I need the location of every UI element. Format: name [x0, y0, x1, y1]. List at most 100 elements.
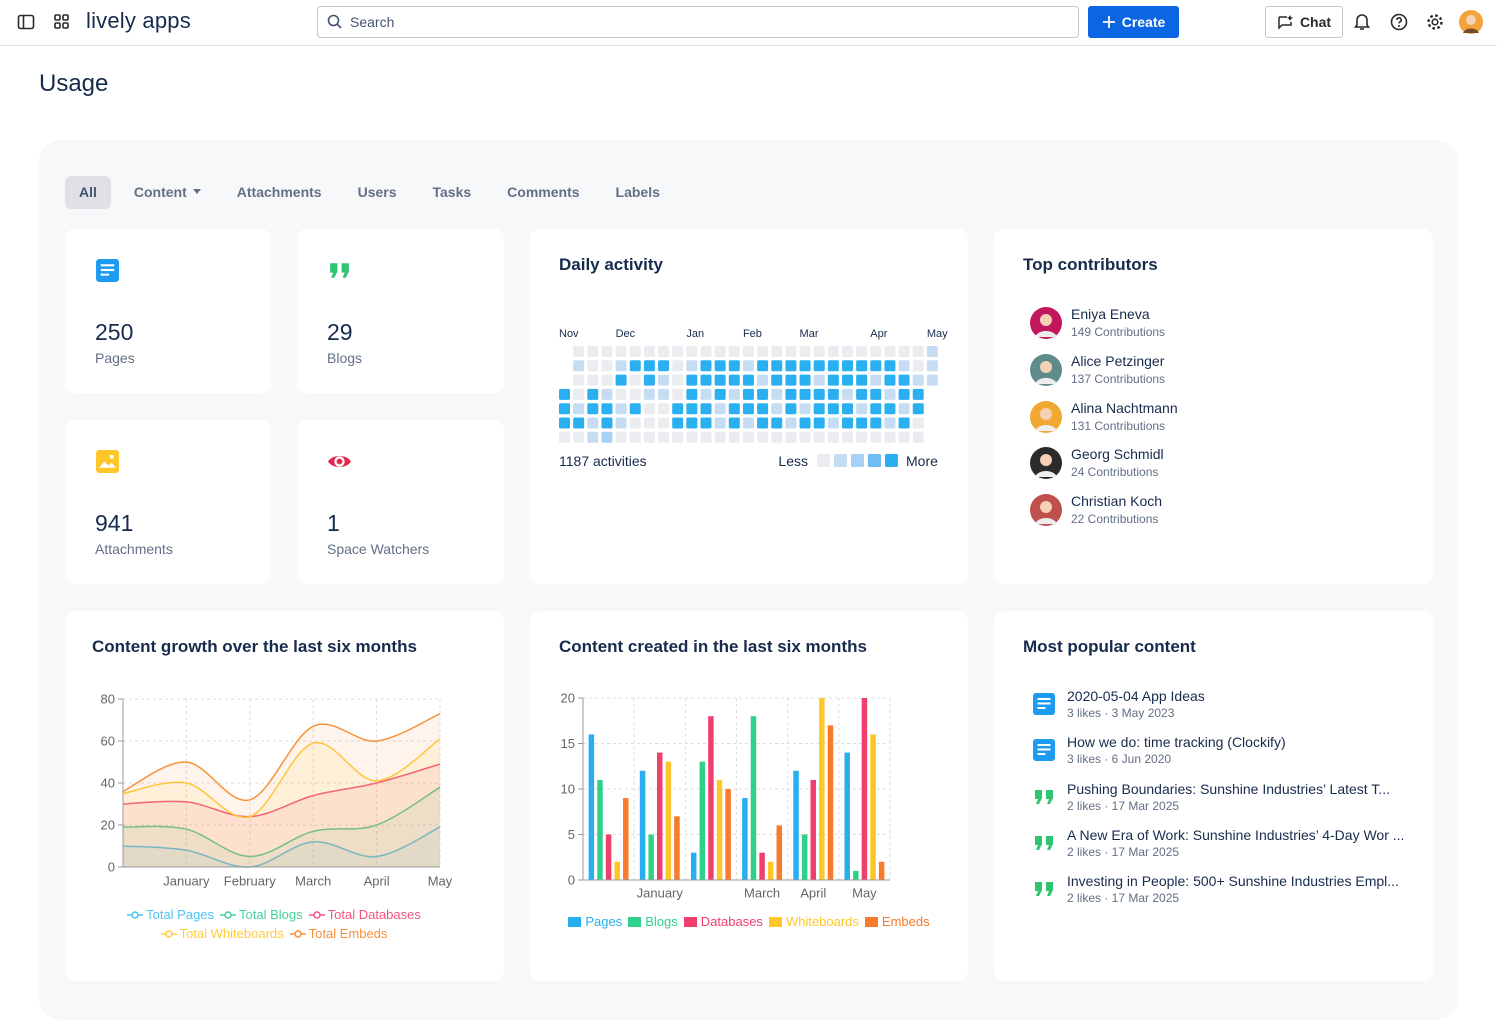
tab[interactable]: Comments — [507, 184, 580, 200]
area — [123, 713, 440, 867]
activity-cell — [813, 374, 825, 386]
legend-item[interactable]: Blogs — [628, 912, 678, 931]
popular-content-card: Most popular content 2020-05-04 App Idea… — [994, 611, 1433, 981]
activity-cell — [629, 417, 641, 429]
activity-cell — [700, 346, 712, 357]
tab[interactable]: Content — [116, 176, 219, 209]
content-title: How we do: time tracking (Clockify) — [1067, 734, 1286, 751]
activity-cell — [842, 403, 853, 415]
avatar — [1030, 447, 1062, 480]
activity-cell — [686, 360, 698, 372]
tab[interactable]: Labels — [615, 184, 660, 200]
legend-item[interactable]: Total Pages — [127, 905, 214, 924]
settings[interactable] — [1425, 12, 1445, 32]
app-switcher[interactable] — [53, 13, 71, 31]
bar — [623, 798, 629, 880]
legend-label: Pages — [585, 914, 623, 929]
content-meta: 2 likes · 17 Mar 2025 — [1067, 798, 1180, 813]
page-title: Usage — [39, 70, 109, 97]
activity-cell — [799, 346, 811, 357]
blog-icon — [1035, 882, 1053, 897]
icon-shape — [96, 450, 119, 473]
legend-less: Less — [778, 453, 808, 469]
notifications[interactable] — [1353, 12, 1371, 32]
x-tick-label: March — [295, 874, 331, 889]
bar — [690, 852, 697, 880]
activity-cell — [686, 346, 698, 357]
content-growth-card: Content growth over the last six months … — [65, 611, 504, 981]
legend-swatch — [817, 454, 830, 467]
blog-icon — [1035, 835, 1053, 850]
bar — [742, 798, 748, 880]
bar — [810, 779, 816, 880]
activity-cell — [785, 374, 797, 386]
activity-cell — [813, 417, 825, 429]
activity-cell — [799, 417, 811, 429]
legend-dot — [224, 910, 232, 919]
legend-item[interactable]: Whiteboards — [768, 912, 859, 931]
activity-cell — [757, 360, 769, 372]
month-label: Dec — [616, 328, 636, 340]
activity-cell — [601, 360, 613, 372]
activity-cell — [757, 346, 769, 357]
icon-shape — [1035, 835, 1053, 850]
activity-cell — [615, 403, 627, 415]
activity-cell — [827, 388, 839, 400]
legend-item[interactable]: Total Embeds — [289, 924, 387, 943]
activity-cell — [658, 388, 670, 400]
activity-cell — [615, 431, 627, 443]
user-avatar[interactable] — [1458, 9, 1484, 35]
legend-item[interactable]: Embeds — [864, 912, 930, 931]
activity-cell — [856, 346, 868, 357]
activity-cell — [714, 388, 726, 400]
tab[interactable]: Attachments — [236, 184, 322, 200]
bar — [853, 870, 859, 880]
create-button[interactable]: Create — [1088, 6, 1179, 38]
content-title: Pushing Boundaries: Sunshine Industries’… — [1067, 780, 1390, 797]
month-label: Jan — [686, 328, 704, 340]
activity-cell — [771, 360, 783, 372]
y-tick-label: 60 — [101, 734, 115, 749]
tab[interactable]: Tasks — [432, 184, 472, 200]
content-meta: 2 likes · 17 Mar 2025 — [1067, 891, 1180, 906]
avatar — [1030, 353, 1062, 386]
legend-item[interactable]: Total Blogs — [220, 905, 303, 924]
activity-cell — [813, 388, 825, 400]
chat-button[interactable]: Chat — [1265, 6, 1343, 38]
activity-cell — [926, 374, 938, 386]
legend-swatch — [683, 916, 697, 927]
bar — [614, 861, 620, 880]
bar — [725, 789, 731, 880]
activity-cell — [643, 403, 655, 415]
legend-item[interactable]: Databases — [683, 912, 763, 931]
month-label: Feb — [743, 328, 762, 340]
bar — [844, 752, 850, 880]
sidebar-toggle[interactable] — [17, 13, 35, 31]
activity-cell — [757, 403, 769, 415]
help[interactable] — [1389, 12, 1409, 32]
tab[interactable]: Users — [357, 184, 397, 200]
activity-cell — [559, 403, 570, 415]
legend-item[interactable]: Total Whiteboards — [160, 924, 284, 943]
activity-cell — [771, 417, 783, 429]
tab[interactable]: All — [65, 176, 111, 209]
legend-square — [628, 916, 642, 927]
legend-item[interactable]: Total Databases — [308, 905, 421, 924]
legend-item[interactable]: Pages — [568, 912, 622, 931]
activity-cell — [813, 346, 825, 357]
search-placeholder: Search — [350, 14, 395, 30]
activity-cell — [686, 417, 698, 429]
activity-cell — [615, 417, 627, 429]
activity-cell — [842, 346, 853, 357]
y-tick-label: 15 — [561, 736, 575, 751]
search-box[interactable]: Search — [317, 6, 1079, 38]
logo[interactable]: lively apps — [86, 8, 191, 33]
line-chart: 0 20 40 60 80 January February March April May — [101, 692, 453, 889]
activity-cell — [601, 346, 613, 357]
activity-cell — [728, 360, 740, 372]
activity-cell — [587, 374, 599, 386]
content-meta: 2 likes · 17 Mar 2025 — [1067, 844, 1180, 859]
activity-cell — [742, 374, 754, 386]
icon-shape — [336, 458, 343, 465]
